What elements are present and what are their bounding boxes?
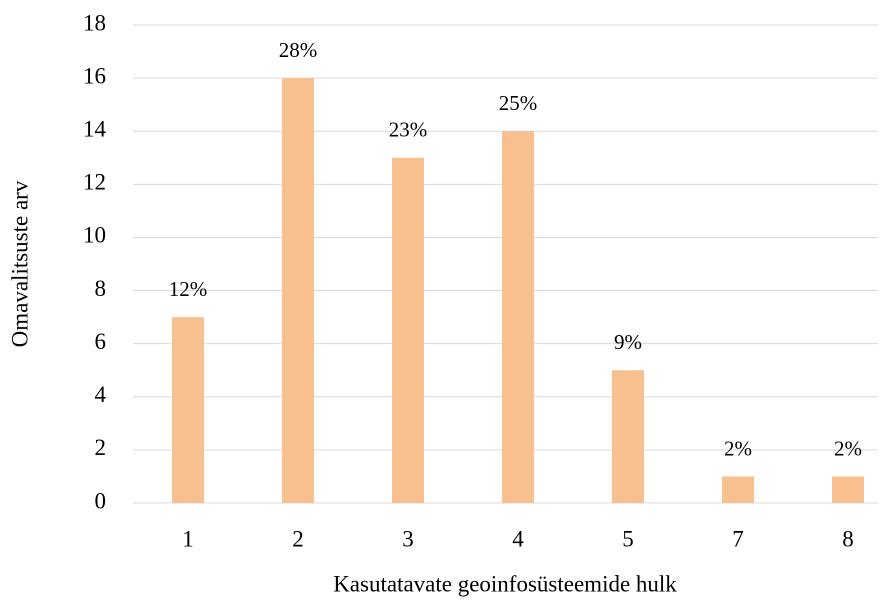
y-tick-label: 2 xyxy=(95,435,107,460)
x-tick-label: 1 xyxy=(182,526,194,551)
bar xyxy=(172,317,204,503)
bar xyxy=(282,78,314,503)
bar xyxy=(832,476,864,503)
data-label: 25% xyxy=(499,91,538,115)
y-tick-label: 14 xyxy=(83,117,107,142)
x-tick-label: 2 xyxy=(292,526,304,551)
bar xyxy=(502,131,534,503)
y-tick-label: 0 xyxy=(95,488,107,513)
x-tick-label: 7 xyxy=(732,526,744,551)
x-tick-label: 4 xyxy=(512,526,524,551)
y-tick-label: 18 xyxy=(83,10,106,35)
x-tick-label: 5 xyxy=(622,526,634,551)
y-tick-label: 4 xyxy=(95,382,107,407)
y-tick-label: 16 xyxy=(83,63,106,88)
bar xyxy=(392,157,424,503)
data-label: 12% xyxy=(169,277,208,301)
y-tick-label: 6 xyxy=(95,329,107,354)
bar xyxy=(612,370,644,503)
y-tick-label: 12 xyxy=(83,170,106,195)
y-tick-label: 8 xyxy=(95,276,107,301)
y-tick-label: 10 xyxy=(83,223,106,248)
x-tick-label: 3 xyxy=(402,526,414,551)
data-label: 9% xyxy=(614,330,642,354)
data-label: 28% xyxy=(279,38,318,62)
y-axis-title: Omavalitsuste arv xyxy=(7,180,32,347)
x-tick-label: 8 xyxy=(842,526,854,551)
bar xyxy=(722,476,754,503)
data-label: 23% xyxy=(389,118,428,142)
data-label: 2% xyxy=(724,436,752,460)
data-label: 2% xyxy=(834,436,862,460)
x-axis-title: Kasutatavate geoinfosüsteemide hulk xyxy=(333,571,677,596)
